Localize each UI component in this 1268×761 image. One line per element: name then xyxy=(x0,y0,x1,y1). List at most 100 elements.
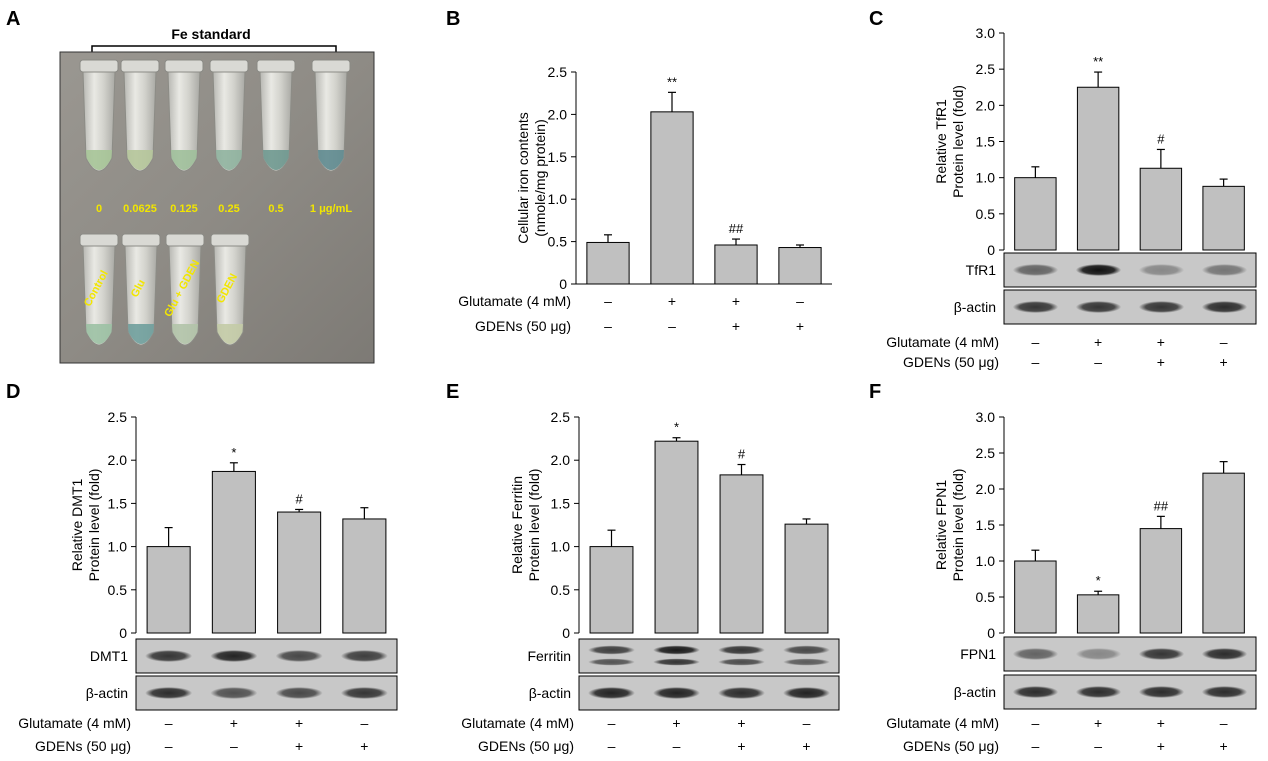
blot-band xyxy=(1201,686,1248,698)
y-tick-label: 1.5 xyxy=(976,134,996,150)
blot-band xyxy=(1075,686,1122,698)
treatment-label: Glutamate (4 mM) xyxy=(458,293,571,309)
blot-band xyxy=(1012,686,1059,698)
treatment-sign: + xyxy=(1157,354,1165,370)
standard-concentration-label: 0.5 xyxy=(268,203,283,215)
blot-band xyxy=(1012,301,1059,313)
y-axis-label: Relative DMT1Protein level (fold) xyxy=(69,469,102,582)
tube-cap xyxy=(164,59,204,73)
y-axis-label: Relative FPN1Protein level (fold) xyxy=(933,469,966,582)
y-tick-label: 0 xyxy=(119,625,127,641)
treatment-label: Glutamate (4 mM) xyxy=(18,715,131,731)
y-tick-label: 3.0 xyxy=(976,409,996,425)
bar xyxy=(784,523,829,634)
treatment-sign: – xyxy=(608,738,616,754)
treatment-sign: + xyxy=(796,318,804,334)
blot-band xyxy=(1012,648,1059,660)
panel-f: F 0 0.5 1.0 1.5 2.0 2.5 3.0 Relative FPN1Protein… xyxy=(869,381,1257,754)
y-tick-label: 1.5 xyxy=(548,149,568,165)
tube-body xyxy=(124,245,158,346)
standard-tube xyxy=(120,59,160,172)
treatment-sign: + xyxy=(737,738,745,754)
panel-letter: B xyxy=(446,8,460,30)
significance-mark: # xyxy=(1157,131,1165,146)
y-axis-label-line: Relative Ferritin xyxy=(509,476,525,574)
bar xyxy=(1076,86,1120,251)
bar xyxy=(277,511,322,634)
tube-body xyxy=(213,245,247,346)
panel-letter-a: A xyxy=(6,8,20,30)
blot-band xyxy=(275,650,323,662)
blot-band xyxy=(145,650,193,662)
tube-liquid xyxy=(127,150,153,170)
bar xyxy=(146,546,191,634)
y-tick-label: 2.5 xyxy=(548,64,568,80)
bar-chart-panels: B 0 0.5 1.0 1.5 2.0 2.5 Cellular iron contents(… xyxy=(6,8,1257,754)
tube-liquid xyxy=(128,324,154,344)
significance-mark: * xyxy=(674,420,679,435)
treatment-sign: – xyxy=(165,738,173,754)
western-blot-strip: β-actin xyxy=(954,289,1257,325)
y-tick-label: 2.5 xyxy=(551,409,571,425)
treatment-sign: + xyxy=(1094,334,1102,350)
tube-cap xyxy=(79,59,119,73)
blot-band xyxy=(1138,264,1185,276)
y-tick-label: 2.0 xyxy=(548,106,568,122)
treatment-sign: + xyxy=(295,715,303,731)
standard-tube xyxy=(164,59,204,172)
significance-mark: # xyxy=(296,491,304,506)
y-tick-label: 0 xyxy=(562,625,570,641)
standard-concentration-label: 0.25 xyxy=(218,203,239,215)
y-tick-label: 2.5 xyxy=(976,61,996,77)
tube-liquid xyxy=(263,150,289,170)
treatment-sign: + xyxy=(1094,715,1102,731)
blot-band xyxy=(1075,301,1122,313)
tube-liquid xyxy=(217,324,243,344)
western-blot-strip: β-actin xyxy=(529,675,840,711)
tube-liquid xyxy=(86,150,112,170)
treatment-sign: + xyxy=(737,715,745,731)
tube-cap xyxy=(311,59,351,73)
standard-concentration-label: 0.0625 xyxy=(123,203,157,215)
y-axis-label-line: Protein level (fold) xyxy=(950,85,966,198)
panel-c: C 0 0.5 1.0 1.5 2.0 2.5 3.0 Relative TfR1Protein… xyxy=(869,8,1257,370)
tube-liquid xyxy=(216,150,242,170)
blot-label: FPN1 xyxy=(960,646,996,662)
panel-letter: C xyxy=(869,8,883,30)
tube-body xyxy=(259,71,293,172)
blot-band xyxy=(783,687,830,699)
tube-body xyxy=(82,71,116,172)
blot-band xyxy=(1075,264,1122,276)
standard-tube xyxy=(79,59,119,172)
bar xyxy=(589,546,634,634)
blot-label: β-actin xyxy=(954,299,996,315)
blot-band xyxy=(588,658,635,666)
treatment-sign: – xyxy=(1220,334,1228,350)
treatment-sign: + xyxy=(295,738,303,754)
treatment-sign: – xyxy=(604,293,612,309)
standard-tube xyxy=(209,59,249,172)
tube-liquid xyxy=(318,150,344,170)
y-tick-label: 1.0 xyxy=(108,539,128,555)
treatment-sign: – xyxy=(668,318,676,334)
panel-letter: D xyxy=(6,381,20,403)
standard-tube xyxy=(256,59,296,172)
bar xyxy=(714,244,758,285)
sample-tube xyxy=(121,233,161,346)
tube-cap xyxy=(79,233,119,247)
y-tick-label: 2.0 xyxy=(108,452,128,468)
y-tick-label: 1.5 xyxy=(551,495,571,511)
blot-band xyxy=(783,645,830,655)
blot-band xyxy=(210,687,258,699)
y-tick-label: 1.0 xyxy=(976,553,996,569)
blot-band xyxy=(340,650,388,662)
bar xyxy=(1139,528,1183,634)
tube-cap xyxy=(209,59,249,73)
y-tick-label: 1.0 xyxy=(548,191,568,207)
tube-body xyxy=(123,71,157,172)
y-axis-label-line: Relative TfR1 xyxy=(933,99,949,184)
y-tick-label: 0 xyxy=(987,625,995,641)
y-tick-label: 2.0 xyxy=(551,452,571,468)
sample-tube xyxy=(165,233,205,346)
blot-band xyxy=(1201,264,1248,276)
